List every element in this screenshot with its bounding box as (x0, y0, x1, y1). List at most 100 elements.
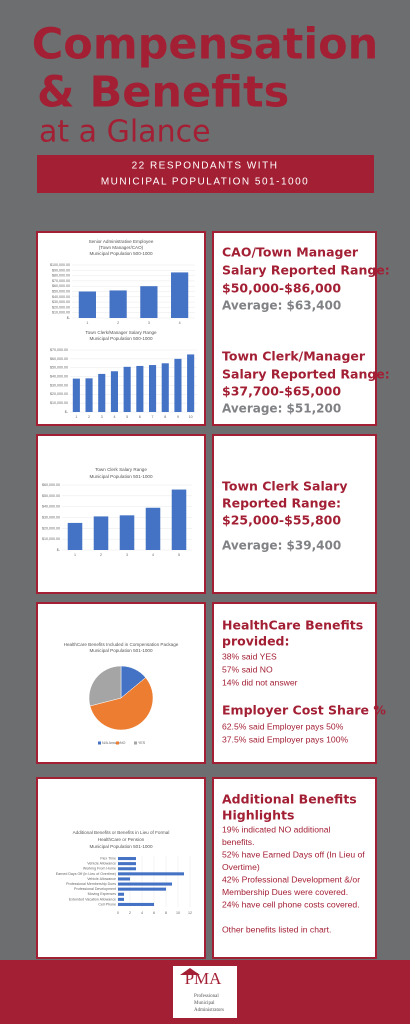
y-tick-label: Vehicle Allowance (87, 877, 116, 881)
bar (118, 857, 136, 861)
heading: $25,000-$55,800 (222, 513, 341, 528)
chart-title: HealthCare Benefits Included in Compensa… (64, 642, 179, 647)
y-tick-label: $90,000.00 (52, 268, 70, 272)
org-name: Professional (194, 994, 219, 999)
body-line: 42% Professional Development &/or (222, 874, 360, 884)
body-line: 14% did not answer (222, 677, 298, 687)
bar (171, 489, 187, 550)
y-tick-label: $20,000.00 (42, 526, 60, 530)
heading: Employer Cost Share % (222, 703, 386, 718)
x-tick-label: 2 (129, 911, 131, 915)
body-line: benefits. (222, 837, 255, 847)
chart-panel (36, 434, 206, 594)
heading: $37,700-$65,000 (222, 384, 341, 399)
heading: $50,000-$86,000 (222, 281, 341, 296)
x-tick-label: 4 (113, 415, 115, 419)
x-tick-label: 2 (88, 415, 90, 419)
x-tick-label: 4 (152, 553, 154, 557)
y-tick-label: $80,000.00 (52, 274, 70, 278)
y-tick-label: Cell Phone (98, 902, 116, 906)
y-tick-label: $60,000.00 (52, 284, 70, 288)
chart-title: Town Clerk Salary Range (95, 467, 147, 472)
x-tick-label: 6 (139, 415, 141, 419)
y-tick-label: $40,000.00 (42, 505, 60, 509)
bar (118, 887, 166, 891)
bar (67, 522, 83, 550)
chart-title: Town Clerk/Manager Salary Range (85, 330, 157, 335)
logo: PMA (185, 969, 223, 988)
title: Compensation (32, 20, 379, 70)
panels (36, 231, 377, 959)
average: Average: $39,400 (222, 539, 341, 553)
bar (110, 371, 119, 412)
x-tick-label: 1 (86, 321, 88, 325)
y-tick-label: $- (57, 548, 61, 552)
x-tick-label: 4 (141, 911, 143, 915)
y-tick-label: $100,000.00 (50, 263, 70, 267)
x-tick-label: 3 (148, 321, 150, 325)
legend-label: YES (138, 741, 146, 745)
x-tick-label: 10 (189, 415, 193, 419)
heading: Salary Reported Range: (222, 263, 390, 278)
text-panel (212, 231, 377, 426)
y-tick-label: $30,000.00 (50, 383, 68, 387)
average: Average: $63,400 (222, 299, 341, 313)
legend-swatch (98, 741, 101, 745)
text-panel (212, 434, 377, 594)
chart-title: Municipal Population 500-1000 (89, 251, 153, 256)
chart-title: Municipal Population 501-1000 (89, 474, 153, 479)
bar (174, 358, 182, 412)
x-tick-label: 1 (74, 553, 76, 557)
x-tick-label: 4 (179, 321, 181, 325)
bar (98, 373, 106, 412)
bar (93, 516, 109, 550)
banner (37, 155, 374, 193)
y-tick-label: Vehicle Allowance (87, 862, 116, 866)
x-tick-label: 6 (153, 911, 155, 915)
x-tick-label: 0 (117, 911, 119, 915)
y-tick-label: $70,000.00 (52, 279, 70, 283)
org-name: Municipal (194, 1001, 215, 1006)
bar (109, 290, 127, 318)
heading: Town Clerk/Manager (222, 349, 366, 364)
y-tick-label: Working From Home (83, 867, 116, 871)
bar (187, 354, 195, 412)
y-tick-label: $20,000.00 (52, 305, 70, 309)
x-tick-label: 5 (126, 415, 128, 419)
text-panel (212, 602, 377, 764)
y-tick-label: $60,000.00 (50, 357, 68, 361)
x-tick-label: 8 (164, 415, 166, 419)
body-line: Overtime) (222, 862, 260, 872)
body-line: 38% said YES (222, 651, 277, 661)
bar (145, 507, 161, 550)
x-tick-label: 2 (100, 553, 102, 557)
y-tick-label: $50,000.00 (52, 289, 70, 293)
heading: Highlights (222, 808, 294, 823)
body-line: 37.5% said Employer pays 100% (222, 734, 348, 744)
bar (161, 363, 169, 412)
bar (148, 365, 157, 412)
bar (118, 872, 184, 876)
pie-slice (89, 677, 154, 731)
bar (72, 378, 80, 412)
bar (118, 867, 136, 871)
y-tick-label: $30,000.00 (42, 515, 60, 519)
bar (119, 515, 135, 550)
chart-title: Additional Benefits or Benefits in Lieu … (73, 830, 170, 835)
x-tick-label: 7 (152, 415, 154, 419)
chart-title: Municipal Population 500-1000 (89, 336, 153, 341)
y-tick-label: $- (67, 316, 71, 320)
banner-text: MUNICIPAL POPULATION 501-1000 (101, 177, 309, 188)
y-tick-label: $10,000.00 (42, 537, 60, 541)
y-tick-label: Flex Time (100, 857, 116, 861)
y-tick-label: $10,000.00 (50, 401, 68, 405)
y-tick-label: $40,000.00 (50, 375, 68, 379)
legend-swatch (116, 741, 119, 745)
y-tick-label: Moving Expenses (88, 892, 117, 896)
bar (171, 272, 189, 318)
body-line: 52% have Earned Days off (In Lieu of (222, 849, 365, 859)
title: & Benefits (37, 68, 289, 118)
bar (78, 291, 96, 318)
bar (85, 378, 93, 412)
